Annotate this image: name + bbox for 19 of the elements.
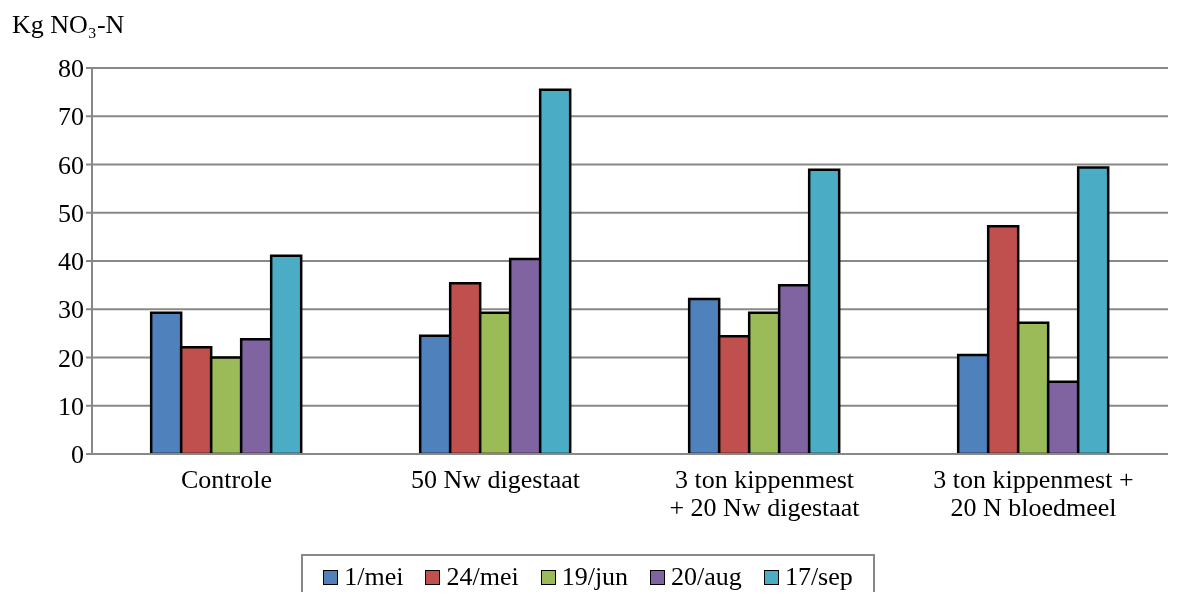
y-axis-title: Kg NO₃-N (12, 10, 125, 40)
legend-label: 20/aug (671, 562, 742, 592)
x-tick-label: 50 Nw digestaat (411, 465, 581, 494)
y-tick-label: 30 (58, 295, 84, 325)
y-tick-label: 40 (58, 247, 84, 277)
y-tick-label: 20 (58, 343, 84, 373)
y-tick-label: 50 (58, 198, 84, 228)
y-tick-label: 80 (58, 54, 84, 84)
legend-label: 1/mei (344, 562, 404, 592)
y-tick-label: 60 (58, 150, 84, 180)
legend-label: 17/sep (784, 562, 853, 592)
legend-label: 24/mei (446, 562, 519, 592)
x-tick-label: 3 ton kippenmest + 20 N bloedmeel (933, 465, 1134, 522)
y-tick-label: 70 (58, 102, 84, 132)
x-tick-label: Controle (181, 465, 272, 494)
y-tick-label: 0 (71, 440, 84, 470)
y-tick-label: 10 (58, 391, 84, 421)
x-tick-label: 3 ton kippenmest + 20 Nw digestaat (669, 465, 861, 522)
legend-label: 19/jun (561, 562, 629, 592)
